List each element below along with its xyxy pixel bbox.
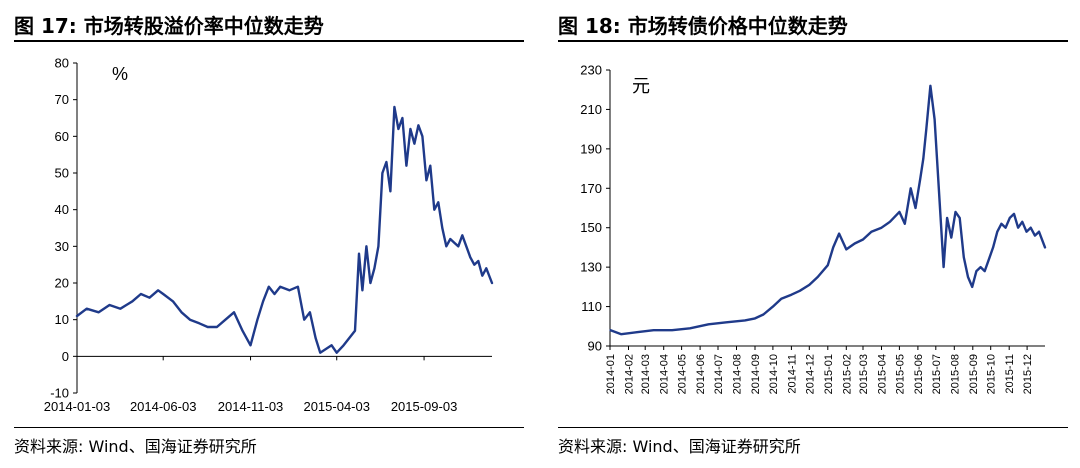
left-y-tick-label: 50 <box>55 166 69 181</box>
left-x-tick-label: 2015-09-03 <box>391 399 458 414</box>
right-x-tick-label: 2014-12 <box>804 354 816 394</box>
right-y-tick-label: 130 <box>580 260 602 275</box>
right-x-tick-label: 2015-03 <box>858 354 870 394</box>
right-x-tick-label: 2015-06 <box>913 354 925 394</box>
right-series-line <box>609 84 1047 336</box>
right-x-tick-label: 2015-08 <box>949 354 961 394</box>
right-x-tick-label: 2015-01 <box>823 354 835 394</box>
left-chart-title: 图 17: 市场转股溢价率中位数走势 <box>14 14 324 38</box>
right-x-tick-label: 2014-09 <box>750 354 762 394</box>
left-chart: -10 0 10 20 30 40 50 60 70 80 2014-01-03 2014-06-03… <box>44 56 494 414</box>
right-y-tick-label: 150 <box>580 220 602 235</box>
left-y-tick-label: 0 <box>62 349 69 364</box>
left-y-tick-label: 70 <box>55 92 69 107</box>
right-x-tick-label: 2014-02 <box>623 354 635 394</box>
left-y-tick-label: 80 <box>55 56 69 71</box>
left-series-line <box>75 105 494 354</box>
left-y-tick-label: 20 <box>55 276 69 291</box>
right-x-tick-label: 2014-05 <box>677 354 689 394</box>
left-x-tick-label: 2014-11-03 <box>218 399 284 414</box>
left-y-tick-label: 30 <box>55 239 69 254</box>
left-y-tick-label: 40 <box>55 202 69 217</box>
left-source-note: 资料来源: Wind、国海证券研究所 <box>14 437 257 456</box>
left-source-rule <box>14 427 524 428</box>
right-x-tick-label: 2014-08 <box>732 354 744 394</box>
right-x-tick-label: 2014-06 <box>695 354 707 394</box>
right-x-tick-label: 2015-05 <box>894 354 906 394</box>
right-chart: 90 110 130 150 170 190 210 230 2014-01 2014-02 201… <box>580 63 1047 394</box>
right-x-tick-label: 2015-04 <box>877 354 889 394</box>
right-x-tick-label: 2014-04 <box>659 354 671 394</box>
left-y-tick-label: 60 <box>55 129 69 144</box>
left-title-rule <box>14 40 524 42</box>
right-y-tick-label: 190 <box>580 141 602 156</box>
right-chart-title: 图 18: 市场转债价格中位数走势 <box>558 14 848 38</box>
left-y-tick-label: -10 <box>50 386 69 401</box>
right-x-tick-label: 2015-11 <box>1004 354 1016 394</box>
right-x-tick-label: 2015-10 <box>986 354 998 394</box>
right-x-tick-label: 2014-03 <box>640 354 652 394</box>
right-source-rule <box>558 427 1068 428</box>
right-x-tick-label: 2014-11 <box>786 354 798 394</box>
left-x-tick-label: 2014-01-03 <box>44 399 111 414</box>
right-y-tick-label: 110 <box>581 299 602 314</box>
right-y-tick-label: 210 <box>580 102 602 117</box>
right-title-rule <box>558 40 1068 42</box>
left-x-tick-label: 2015-04-03 <box>303 399 370 414</box>
right-x-tick-label: 2015-07 <box>931 354 943 394</box>
right-y-tick-label: 230 <box>580 63 602 78</box>
left-y-tick-label: 10 <box>55 312 69 327</box>
right-x-tick-label: 2015-02 <box>841 354 853 394</box>
right-x-tick-label: 2014-07 <box>713 354 725 394</box>
right-x-tick-label: 2015-12 <box>1022 354 1034 394</box>
right-y-tick-label: 170 <box>580 181 602 196</box>
right-source-note: 资料来源: Wind、国海证券研究所 <box>558 437 801 456</box>
right-unit-label: 元 <box>632 76 650 96</box>
left-unit-label: % <box>112 64 128 84</box>
right-x-tick-label: 2015-09 <box>968 354 980 394</box>
right-x-tick-label: 2014-01 <box>605 354 617 394</box>
right-x-tick-label: 2014-10 <box>768 354 780 394</box>
right-y-tick-label: 90 <box>588 339 602 354</box>
left-x-tick-label: 2014-06-03 <box>130 399 197 414</box>
